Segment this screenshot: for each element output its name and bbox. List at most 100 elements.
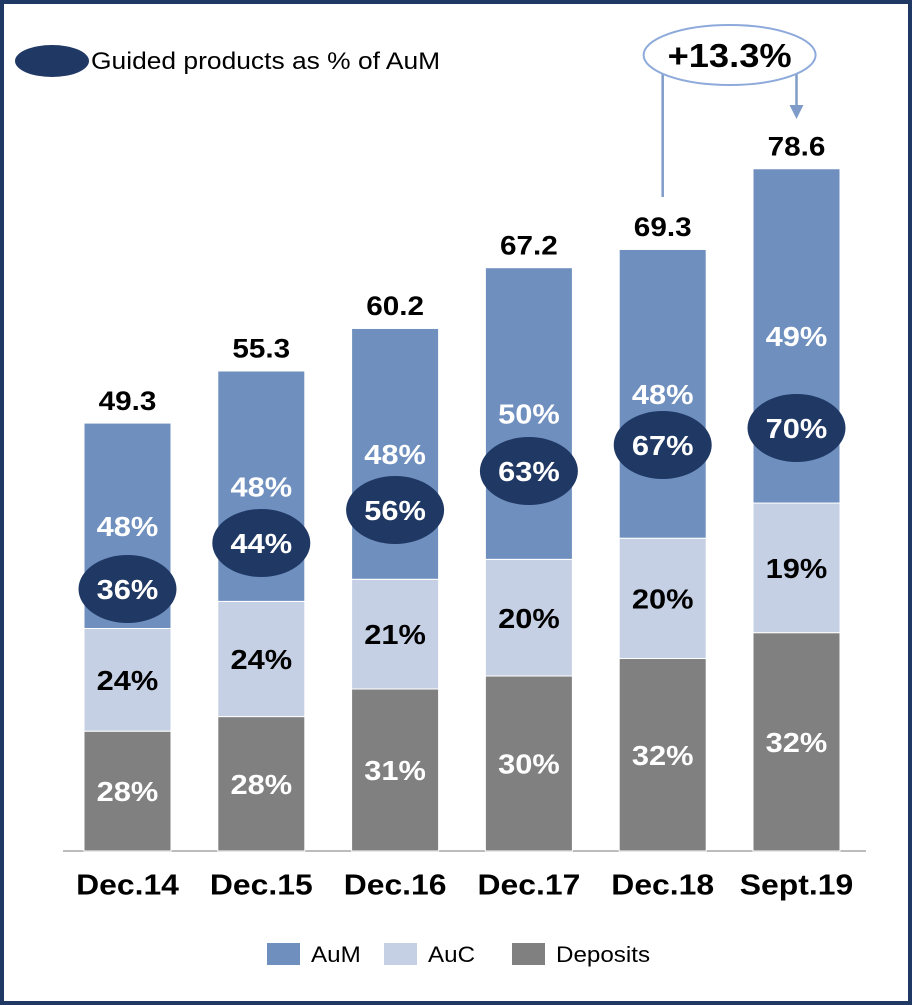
deposits-share-label: 30% xyxy=(498,749,560,780)
total-value-label: 60.2 xyxy=(366,291,424,321)
guided-products-legend: Guided products as % of AuM xyxy=(15,45,440,77)
aum-segment xyxy=(618,248,707,539)
share-value: 28 xyxy=(230,769,264,800)
total-value: 69.3 xyxy=(634,212,692,242)
category-label: Dec.15 xyxy=(210,869,313,901)
total-value-label: 78.6 xyxy=(768,132,826,162)
category-label: Dec.14 xyxy=(76,869,179,901)
aum-share-label: 48% xyxy=(97,511,159,542)
share-value: 20 xyxy=(498,603,532,634)
bar-stack: 32%19%49%78.6 xyxy=(752,132,841,852)
guided-unit: % xyxy=(666,430,693,461)
guided-share-label: 56% xyxy=(364,495,426,526)
guided-value: 67 xyxy=(632,430,666,461)
share-value: 48 xyxy=(632,379,666,410)
guided-share-marker xyxy=(212,509,311,577)
share-unit: % xyxy=(666,379,693,410)
guided-unit: % xyxy=(532,456,559,487)
share-unit: % xyxy=(265,472,292,503)
guided-unit: % xyxy=(800,413,827,444)
auc-segment xyxy=(484,558,573,677)
auc-share-label: 24% xyxy=(230,644,292,675)
deposits-share-label: 28% xyxy=(97,776,159,807)
guided-products-legend-marker xyxy=(15,45,89,77)
guided-share-marker xyxy=(747,394,846,462)
share-unit: % xyxy=(532,603,559,634)
guided-share-marker xyxy=(78,555,177,623)
share-value: 24 xyxy=(230,644,265,675)
legend-swatch-auc xyxy=(384,943,417,965)
guided-share-label: 44% xyxy=(230,528,292,559)
deposits-segment xyxy=(618,658,707,852)
guided-value: 44 xyxy=(230,528,265,559)
guided-share-marker xyxy=(613,411,712,479)
deposits-share-label: 32% xyxy=(632,740,694,771)
aum-share-label: 50% xyxy=(498,399,560,430)
share-value: 30 xyxy=(498,749,532,780)
share-value: 24 xyxy=(97,665,132,696)
growth-callout: +13.3% xyxy=(642,24,817,197)
total-value-label: 55.3 xyxy=(232,334,290,364)
share-unit: % xyxy=(532,749,559,780)
guided-products-legend-label: Guided products as % of AuM xyxy=(91,48,440,75)
category-name: Sept.19 xyxy=(740,869,853,901)
share-unit: % xyxy=(532,399,559,430)
category-label: Dec.18 xyxy=(611,869,714,901)
share-value: 48 xyxy=(230,472,264,503)
share-unit: % xyxy=(131,511,158,542)
share-unit: % xyxy=(399,619,426,650)
category-axis-labels: Dec.14 Dec.15 Dec.16 Dec.17 Dec.18 Sept.19 xyxy=(76,869,853,901)
share-value: 20 xyxy=(632,584,666,615)
callout-growth-label: +13.3% xyxy=(668,38,792,74)
deposits-share-label: 31% xyxy=(364,755,426,786)
share-unit: % xyxy=(131,776,158,807)
guided-unit: % xyxy=(399,495,426,526)
guided-share-label: 70% xyxy=(766,413,828,444)
legend-label-auc: AuC xyxy=(428,942,475,967)
share-value: 31 xyxy=(364,755,398,786)
total-value-label: 69.3 xyxy=(634,212,692,242)
category-name: Dec.14 xyxy=(76,869,179,901)
category-name: Dec.16 xyxy=(344,869,447,901)
guided-unit: % xyxy=(131,574,158,605)
share-unit: % xyxy=(666,584,693,615)
guided-share-label: 63% xyxy=(498,456,560,487)
deposits-segment xyxy=(351,688,440,852)
legend-swatch-aum xyxy=(267,943,300,965)
total-value: 49.3 xyxy=(99,386,157,416)
category-name: Dec.18 xyxy=(611,869,714,901)
legend-swatch-deposits xyxy=(512,943,545,965)
bar-stack: 31%21%48%60.2 xyxy=(351,291,440,852)
deposits-segment xyxy=(752,632,841,852)
category-label: Dec.17 xyxy=(477,869,580,901)
legend-label-deposits: Deposits xyxy=(556,942,650,967)
bar-stack: 28%24%48%49.3 xyxy=(83,386,172,852)
share-value: 48 xyxy=(97,511,131,542)
auc-segment xyxy=(752,502,841,634)
aum-share-label: 48% xyxy=(364,439,426,470)
deposits-segment xyxy=(484,675,573,852)
share-value: 19 xyxy=(766,553,800,584)
auc-share-label: 21% xyxy=(364,619,426,650)
guided-share-label: 67% xyxy=(632,430,694,461)
aum-share-label: 48% xyxy=(230,472,292,503)
callout-arrowhead-icon xyxy=(789,105,804,119)
auc-share-label: 19% xyxy=(766,553,828,584)
share-value: 32 xyxy=(632,740,666,771)
legend-label-aum: AuM xyxy=(311,942,361,967)
deposits-share-label: 28% xyxy=(230,769,292,800)
share-unit: % xyxy=(800,553,827,584)
auc-segment xyxy=(83,627,172,732)
share-unit: % xyxy=(666,740,693,771)
callout-ellipse xyxy=(642,24,817,86)
guided-share-marker xyxy=(346,476,445,544)
guided-unit: % xyxy=(265,528,292,559)
share-value: 28 xyxy=(97,776,131,807)
category-label: Sept.19 xyxy=(740,869,853,901)
auc-segment xyxy=(351,578,440,690)
share-unit: % xyxy=(399,439,426,470)
auc-share-label: 20% xyxy=(632,584,694,615)
auc-share-label: 20% xyxy=(498,603,560,634)
deposits-segment xyxy=(217,716,306,852)
